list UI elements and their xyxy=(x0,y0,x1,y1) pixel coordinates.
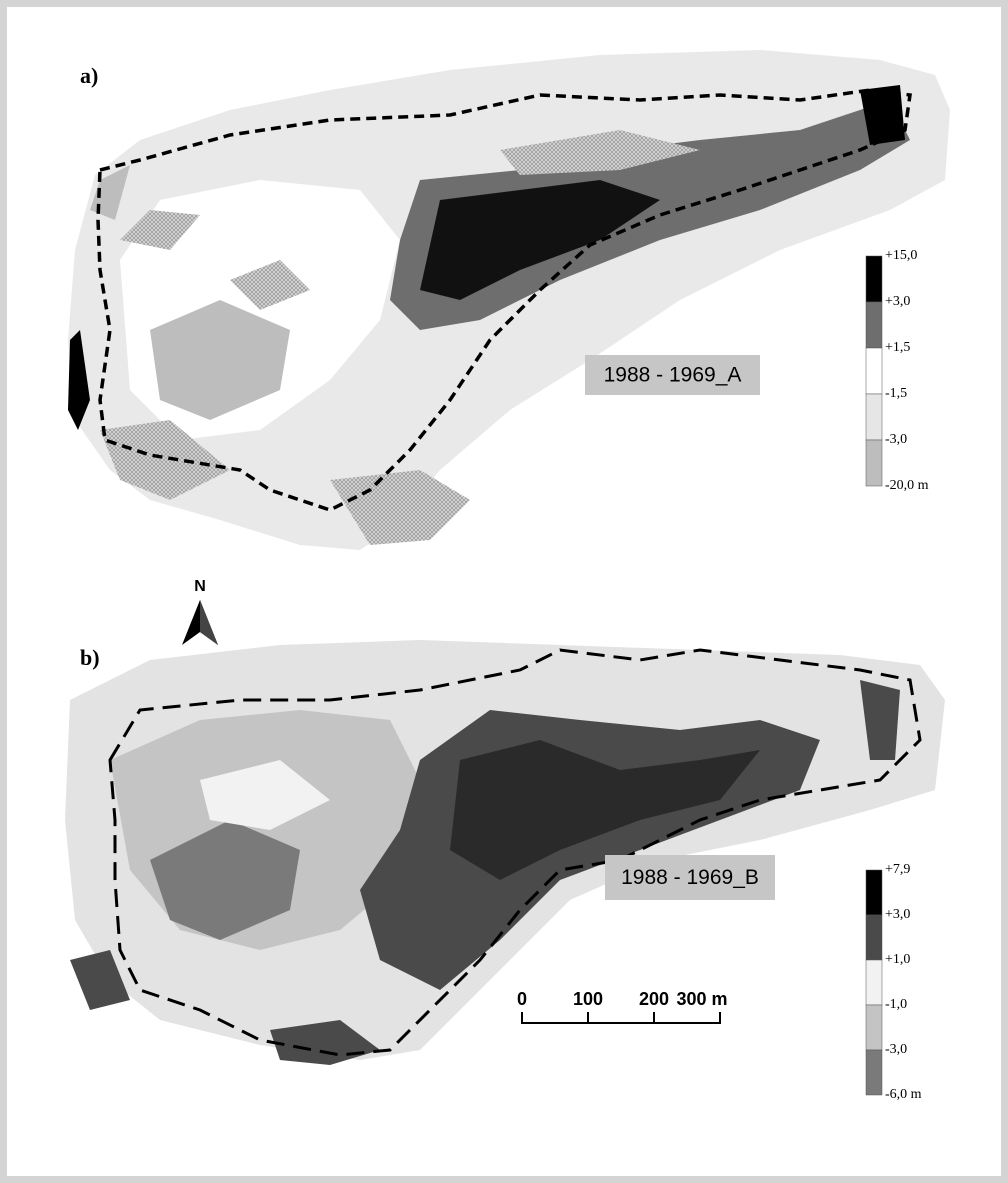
legend-label: -1,0 xyxy=(885,997,907,1012)
scale-label: 200 xyxy=(639,989,669,1009)
legend-swatch xyxy=(865,301,883,349)
panel-label: a) xyxy=(80,63,98,88)
legend-label: +7,9 xyxy=(885,862,910,877)
panel-label: b) xyxy=(80,645,100,670)
title-box xyxy=(585,355,760,395)
north-label: N xyxy=(194,578,206,595)
legend-swatch xyxy=(865,959,883,1006)
legend-label: -1,5 xyxy=(885,386,907,401)
legend-swatch xyxy=(865,914,883,961)
map-b xyxy=(65,640,945,1065)
legend-swatch xyxy=(865,869,883,916)
north-arrow: N xyxy=(182,578,218,645)
scale-label: 300 m xyxy=(676,989,727,1009)
legend-label: +3,0 xyxy=(885,294,910,309)
map-a xyxy=(68,50,950,550)
legend-label: -6,0 m xyxy=(885,1087,922,1102)
legend-label: +15,0 xyxy=(885,248,917,263)
legend-swatch xyxy=(865,439,883,487)
legend-label: +3,0 xyxy=(885,907,910,922)
legend-swatch xyxy=(865,347,883,395)
legend-label: +1,0 xyxy=(885,952,910,967)
legend-label: -20,0 m xyxy=(885,478,929,493)
legend-label: +1,5 xyxy=(885,340,910,355)
legend-swatch xyxy=(865,1004,883,1051)
scale-label: 100 xyxy=(573,989,603,1009)
title-box xyxy=(605,855,775,900)
scale-label: 0 xyxy=(517,989,527,1009)
map-title: 1988 - 1969_B xyxy=(621,866,759,889)
legend-swatch xyxy=(865,393,883,441)
legend-swatch xyxy=(865,255,883,303)
legend-label: -3,0 xyxy=(885,432,907,447)
scale-bar: 0 100 200 300 m xyxy=(517,989,728,1024)
map-title: 1988 - 1969_A xyxy=(604,364,742,387)
legend-swatch xyxy=(865,1049,883,1096)
legend-label: -3,0 xyxy=(885,1042,907,1057)
